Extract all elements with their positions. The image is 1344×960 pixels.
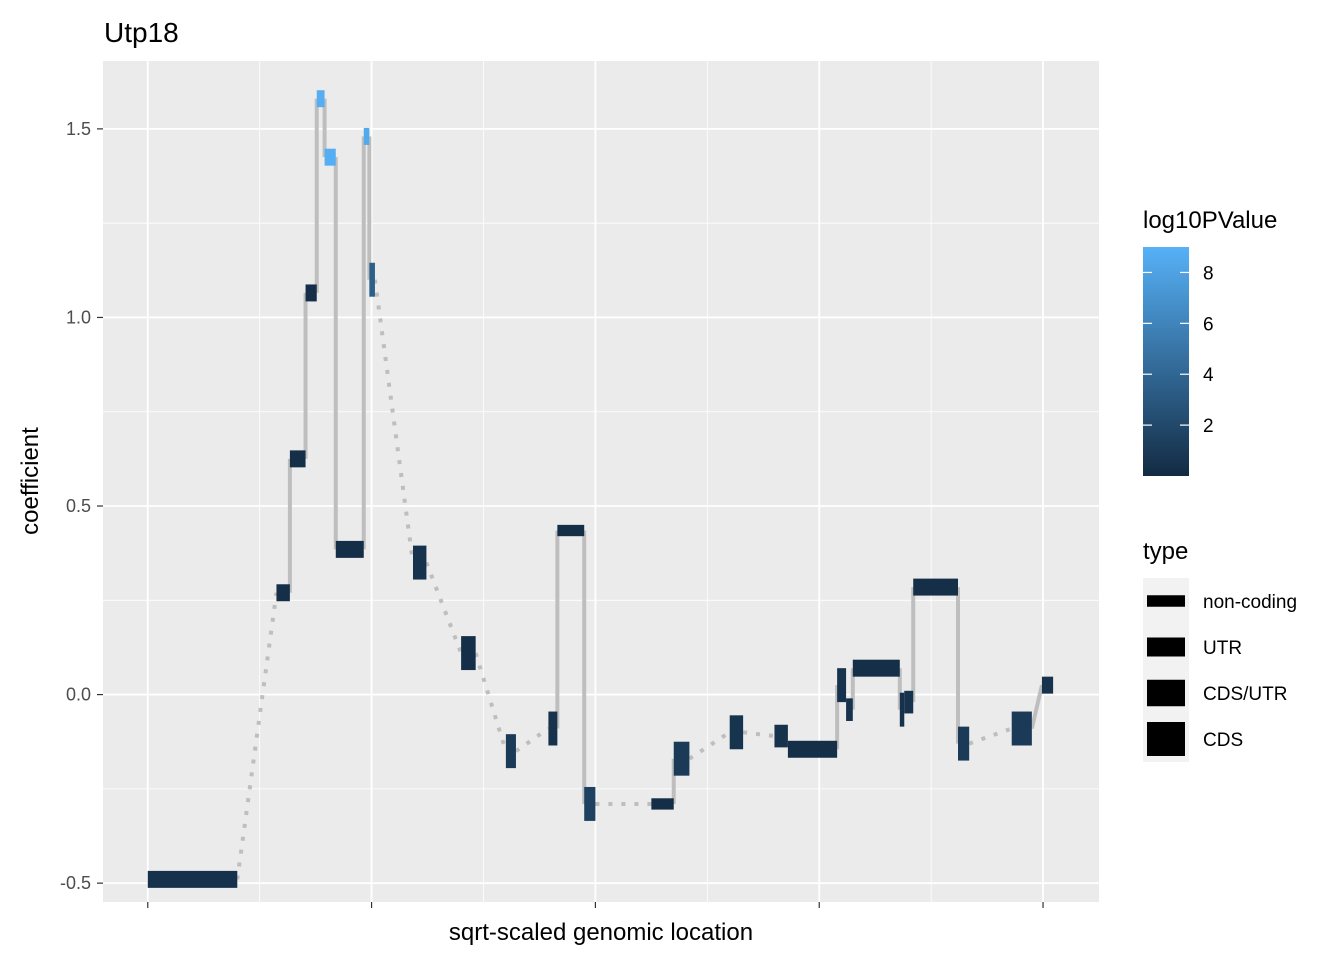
type-legend-label: UTR (1203, 638, 1242, 659)
segment-bar (147, 870, 238, 888)
type-legend-label: CDS/UTR (1203, 684, 1287, 705)
segment-bar (651, 798, 674, 810)
segment-bar (913, 578, 958, 596)
type-legend-swatch (1147, 722, 1185, 756)
segment-bar (787, 740, 838, 758)
type-legend-swatch (1147, 595, 1185, 607)
segment-bar (276, 584, 290, 602)
dotted-connector (372, 279, 415, 563)
dotted-connector (688, 730, 731, 761)
type-legend: type non-coding UTR CDS/UTR CDS (1143, 538, 1297, 762)
type-legend-swatch (1147, 637, 1185, 657)
segment-bar (335, 540, 364, 558)
connector-line (1029, 684, 1044, 729)
segment-bar (846, 698, 853, 721)
color-legend-title: log10PValue (1143, 207, 1277, 234)
color-bar (1143, 247, 1189, 476)
color-bar-tick-label: 4 (1203, 365, 1214, 386)
color-bar-ticks: 2 4 6 8 (1143, 263, 1214, 437)
segment-bar (673, 741, 690, 776)
segment-bar (1041, 676, 1054, 694)
y-tick-label: 1.0 (66, 307, 91, 327)
segment-bar (548, 711, 558, 746)
y-tick-label: -0.5 (60, 873, 91, 893)
segment-bar (774, 724, 788, 748)
segment-bar (369, 262, 375, 297)
y-axis-title: coefficient (17, 427, 44, 535)
segments (147, 90, 1054, 888)
chart-title: Utp18 (104, 17, 179, 48)
color-bar-tick-label: 8 (1203, 263, 1214, 284)
segment-bar (957, 726, 970, 761)
plot-panel (103, 61, 1099, 902)
segment-bar (324, 148, 336, 166)
segment-bar (852, 659, 900, 677)
y-tick-label: 1.5 (66, 119, 91, 139)
y-tick-label: 0.5 (66, 496, 91, 516)
segment-bar (461, 636, 476, 671)
segment-bar (305, 284, 317, 302)
segment-bar (363, 127, 370, 145)
segment-bar (1011, 711, 1032, 746)
type-legend-label: non-coding (1203, 592, 1297, 613)
segment-bar (289, 450, 306, 468)
segment-bar (505, 734, 516, 769)
type-legend-title: type (1143, 538, 1188, 565)
y-tick-label: 0.0 (66, 685, 91, 705)
type-legend-swatch (1147, 679, 1185, 707)
segment-bar (412, 545, 427, 580)
dotted-connector (424, 561, 463, 654)
color-bar-tick-label: 2 (1203, 416, 1214, 437)
segment-bar (837, 668, 847, 703)
x-axis-title: sqrt-scaled genomic location (449, 919, 753, 946)
segment-bar (899, 692, 905, 727)
type-legend-items: non-coding UTR CDS/UTR CDS (1143, 578, 1297, 762)
color-bar-tick-label: 6 (1203, 314, 1214, 335)
segment-bar (729, 715, 744, 750)
segment-bar (557, 524, 585, 537)
x-axis (147, 902, 1044, 908)
color-legend: log10PValue 2 4 6 8 (1143, 207, 1277, 476)
grid (103, 61, 1099, 902)
segment-bar (584, 786, 596, 821)
segment-bar (904, 690, 914, 714)
type-legend-label: CDS (1203, 730, 1243, 751)
segment-bar (316, 90, 325, 108)
dotted-connector (742, 730, 775, 739)
y-axis: -0.5 0.0 0.5 1.0 1.5 (60, 119, 103, 893)
dotted-connector (235, 592, 279, 880)
